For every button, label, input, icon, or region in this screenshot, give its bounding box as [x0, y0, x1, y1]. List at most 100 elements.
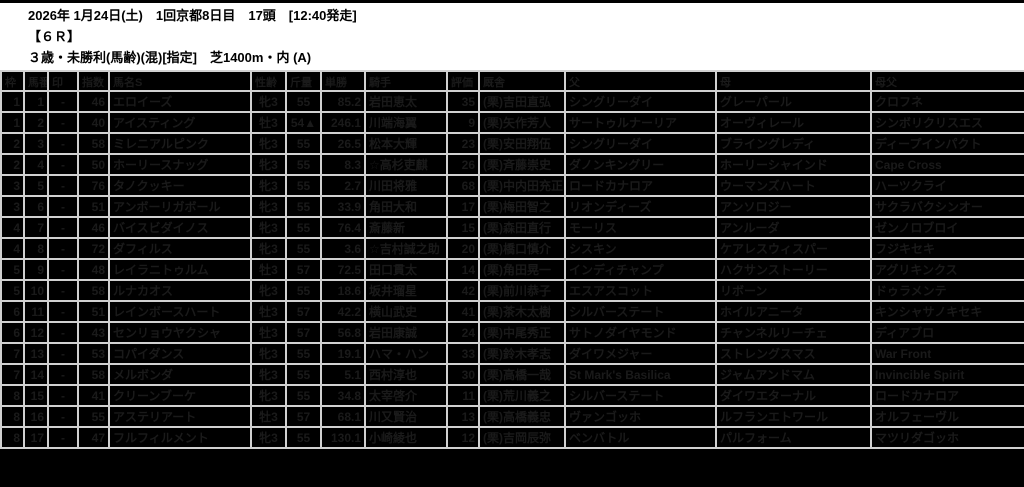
cell-sire: シルバーステート [564, 384, 717, 407]
cell-index: 43 [77, 321, 110, 344]
cell-odds: 34.8 [320, 384, 366, 407]
cell-weight: 57 [285, 321, 322, 344]
cell-index: 40 [77, 111, 110, 134]
cell-index: 55 [77, 405, 110, 428]
cell-mark: - [47, 384, 79, 407]
cell-umaban: 13 [23, 342, 49, 365]
table-row: 5 10-58 ルナカオス 牝3 55 18.6 坂井瑠星 42 (栗)前川恭子 エスアスコットリ… [0, 279, 1024, 302]
cell-damsire: マツリダゴッホ [870, 426, 1024, 449]
table-row: 7 14-58 メルボンダ 牝3 55 5.1 西村淳也 30 (栗)高橋一哉 St Mark's… [0, 363, 1024, 386]
cell-damsire: Invincible Spirit [870, 363, 1024, 386]
cell-stable: (栗)安田翔伍 [478, 132, 566, 155]
column-header-damsire: 母父 [870, 70, 1024, 92]
cell-name: ミレニアルピンク [108, 132, 252, 155]
column-header-odds: 単勝 [320, 70, 366, 92]
cell-damsire: ハーツクライ [870, 174, 1024, 197]
cell-dam: ルフランエトワール [715, 405, 872, 428]
cell-name: コパイダンス [108, 342, 252, 365]
cell-stable: (栗)斉藤崇史 [478, 153, 566, 176]
table-row: 3 5-76 タノクッキー 牝3 55 2.7 川田将雅 68 (栗)中内田充正 ロードカナロアウ… [0, 174, 1024, 197]
cell-sexage: 牝3 [250, 279, 287, 302]
cell-sexage: 牡3 [250, 300, 287, 323]
cell-rating: 23 [446, 132, 480, 155]
cell-index: 50 [77, 153, 110, 176]
cell-sire: ダノンキングリー [564, 153, 717, 176]
cell-rating: 11 [446, 384, 480, 407]
cell-stable: (栗)茶木太樹 [478, 300, 566, 323]
cell-index: 46 [77, 90, 110, 113]
cell-weight: 55 [285, 132, 322, 155]
race-conditions: ３歳・未勝利(馬齢)(混)[指定] 芝1400m・内 (A) [28, 49, 312, 65]
cell-jockey: ☆吉村誠之助 [364, 237, 448, 260]
column-header-name: 馬名S [108, 70, 252, 92]
cell-sire: シングリーダイ [564, 90, 717, 113]
cell-damsire: ディープインパクト [870, 132, 1024, 155]
cell-jockey: 川田将雅 [364, 174, 448, 197]
cell-index: 48 [77, 258, 110, 281]
table-row: 8 17-47 フルフィルメント 牝3 55 130.1 小崎綾也 12 (栗)吉岡辰弥 ベンバト… [0, 426, 1024, 449]
column-header-umaban: 馬番 [23, 70, 49, 92]
cell-rating: 24 [446, 321, 480, 344]
cell-stable: (栗)矢作芳人 [478, 111, 566, 134]
cell-rating: 9 [446, 111, 480, 134]
cell-jockey: 太宰啓介 [364, 384, 448, 407]
table-row: 3 6-51 アンボーリガボール 牝3 55 33.9 角田大和 17 (栗)梅田智之 リオンディ… [0, 195, 1024, 218]
cell-weight: 55 [285, 216, 322, 239]
cell-odds: 246.1 [320, 111, 366, 134]
cell-dam: リボーン [715, 279, 872, 302]
cell-rating: 12 [446, 426, 480, 449]
cell-weight: 57 [285, 258, 322, 281]
cell-damsire: ロードカナロア [870, 384, 1024, 407]
column-header-waku: 枠 [0, 70, 25, 92]
cell-mark: - [47, 111, 79, 134]
column-header-sexage: 性齢 [250, 70, 287, 92]
cell-odds: 5.1 [320, 363, 366, 386]
cell-name: センリョウヤクシャ [108, 321, 252, 344]
cell-sire: ダイワメジャー [564, 342, 717, 365]
cell-index: 47 [77, 426, 110, 449]
cell-sire: モーリス [564, 216, 717, 239]
table-row: 5 9-48 レイラニトゥルム 牡3 57 72.5 田口貫太 14 (栗)角田晃一 インディチャ… [0, 258, 1024, 281]
cell-waku: 8 [0, 426, 25, 449]
cell-umaban: 14 [23, 363, 49, 386]
cell-dam: ケアレスウィスパー [715, 237, 872, 260]
table-row: 1 1-46 エロイーズ 牝3 55 85.2 岩田恵太 35 (栗)吉田直弘 シングリーダイ グレ… [0, 90, 1024, 113]
cell-umaban: 17 [23, 426, 49, 449]
cell-weight: 54▲ [285, 111, 322, 134]
cell-jockey: 川端海翼 [364, 111, 448, 134]
cell-index: 53 [77, 342, 110, 365]
cell-jockey: ☆高杉吏麒 [364, 153, 448, 176]
cell-sexage: 牝3 [250, 342, 287, 365]
cell-sexage: 牝3 [250, 90, 287, 113]
cell-sexage: 牝3 [250, 195, 287, 218]
cell-dam: ストレングスマス [715, 342, 872, 365]
cell-stable: (栗)吉田直弘 [478, 90, 566, 113]
cell-waku: 2 [0, 132, 25, 155]
cell-name: メルボンダ [108, 363, 252, 386]
cell-jockey: ハマ・ハン [364, 342, 448, 365]
cell-dam: ジャムアンドマム [715, 363, 872, 386]
cell-jockey: 斎藤新 [364, 216, 448, 239]
cell-sire: St Mark's Basilica [564, 363, 717, 386]
cell-rating: 15 [446, 216, 480, 239]
cell-name: ホーリースナッグ [108, 153, 252, 176]
table-header-row: 枠馬番印指数 馬名S 性齢 斤量 単勝 騎手 評価 厩舎父母母父 [0, 70, 1024, 92]
cell-damsire: ゼンノロブロイ [870, 216, 1024, 239]
cell-rating: 17 [446, 195, 480, 218]
cell-dam: ハクサンストーリー [715, 258, 872, 281]
table-row: 1 2-40 アイスティング 牡3 54▲ 246.1 川端海翼 9 (栗)矢作芳人 サートゥルナ… [0, 111, 1024, 134]
cell-damsire: キンシャサノキセキ [870, 300, 1024, 323]
entry-table: 枠馬番印指数 馬名S 性齢 斤量 単勝 騎手 評価 厩舎父母母父 1 1-46 エロイーズ 牝3 55… [0, 70, 1024, 449]
cell-waku: 6 [0, 300, 25, 323]
cell-sire: リオンディーズ [564, 195, 717, 218]
cell-sire: ヴァンゴッホ [564, 405, 717, 428]
cell-dam: グレーパール [715, 90, 872, 113]
cell-dam: ブライングレディ [715, 132, 872, 155]
race-header: 2026年 1月24日(土) 1回京都8日目 17頭 [12:40発走] 【６Ｒ… [0, 3, 1024, 70]
cell-sexage: 牝3 [250, 174, 287, 197]
cell-sire: ロードカナロア [564, 174, 717, 197]
cell-stable: (栗)中内田充正 [478, 174, 566, 197]
cell-weight: 55 [285, 384, 322, 407]
cell-rating: 68 [446, 174, 480, 197]
